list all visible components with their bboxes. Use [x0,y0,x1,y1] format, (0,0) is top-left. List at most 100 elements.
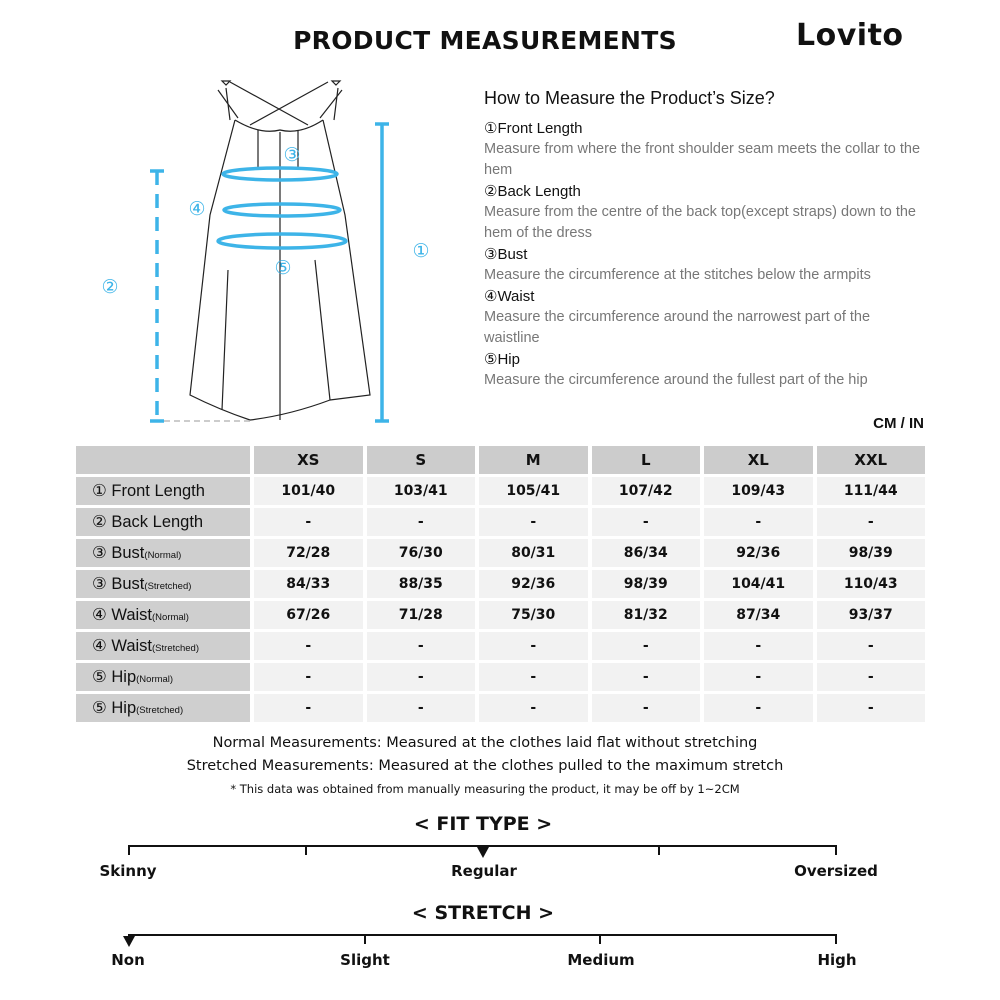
table-row: ③ Bust(Normal) 72/28 76/30 80/31 86/34 92/36 9… [76,539,925,567]
table-cell: - [704,632,813,660]
how-to-measure: How to Measure the Product’s Size? ①Fron… [484,88,924,391]
table-cell: - [591,663,700,691]
measure-desc: Measure the circumference at the stitche… [484,267,871,283]
table-cell: 93/37 [816,601,925,629]
scale-tick [304,845,307,855]
waist-line [222,202,342,218]
table-cell: - [591,508,700,536]
table-cell: 87/34 [704,601,813,629]
table-cell: 98/39 [591,570,700,598]
scale-tick [363,934,366,944]
size-header-l: L [591,446,700,474]
scale-tick [599,934,602,944]
row-label: ④ Waist(Normal) [76,601,250,629]
row-label-text: ② Back Length [92,513,204,531]
table-cell: 101/40 [254,477,363,505]
row-label: ⑤ Hip(Normal) [76,663,250,691]
table-cell: - [816,508,925,536]
dress-illustration: ① ② ③ ④ ⑤ [101,80,430,423]
scale-tick [658,845,661,855]
table-cell: - [254,632,363,660]
marker-front-length: ① [412,240,429,262]
marker-hip: ⑤ [274,257,291,279]
size-table: XS S M L XL XXL ① Front Length 101/40 103/41 105… [72,443,929,725]
table-row: ② Back Length - - - - - - [76,508,925,536]
table-row: ③ Bust(Stretched) 84/33 88/35 92/36 98/39 104… [76,570,925,598]
row-label-text: ④ Waist [92,606,153,624]
table-cell: - [479,632,588,660]
row-label: ⑤ Hip(Stretched) [76,694,250,722]
row-label-qualifier: (Normal) [152,612,189,623]
table-cell: - [479,508,588,536]
row-label: ② Back Length [76,508,250,536]
stretch-label-slight: Slight [340,951,390,969]
table-cell: 105/41 [479,477,588,505]
hip-line [216,232,348,250]
scale-tick [835,934,837,944]
table-cell: - [704,694,813,722]
table-cell: 75/30 [479,601,588,629]
table-cell: - [479,663,588,691]
row-label-text: ① Front Length [92,482,205,500]
page-title: PRODUCT MEASUREMENTS [293,26,677,55]
size-header-xs: XS [254,446,363,474]
table-cell: - [479,694,588,722]
row-label-text: ③ Bust [92,575,145,593]
measure-name: ②Back Length [484,183,581,200]
scale-tick [128,845,130,855]
table-cell: 92/36 [479,570,588,598]
table-cell: - [816,632,925,660]
table-cell: 76/30 [366,539,475,567]
fit-label-skinny: Skinny [99,862,157,880]
measure-lines [150,122,389,423]
row-label-qualifier: (Normal) [136,674,174,685]
table-cell: 80/31 [479,539,588,567]
row-label: ④ Waist(Stretched) [76,632,250,660]
measure-name: ④Waist [484,288,535,305]
row-label-qualifier: (Stretched) [144,581,192,592]
table-cell: 86/34 [591,539,700,567]
table-cell: 88/35 [366,570,475,598]
table-cell: 109/43 [704,477,813,505]
how-to-title: How to Measure the Product’s Size? [484,88,775,108]
size-header-m: M [479,446,588,474]
row-label: ① Front Length [76,477,250,505]
table-cell: 92/36 [704,539,813,567]
measure-name: ③Bust [484,246,528,263]
table-row: ⑤ Hip(Normal) - - - - - - [76,663,925,691]
table-cell: - [366,663,475,691]
stretch-scale [128,934,837,936]
table-cell: - [816,663,925,691]
size-header-xxl: XXL [816,446,925,474]
table-cell: - [704,663,813,691]
marker-waist: ④ [188,198,205,220]
table-cell: 111/44 [816,477,925,505]
table-cell: 98/39 [816,539,925,567]
note-normal: Normal Measurements: Measured at the clo… [212,735,758,751]
row-label-qualifier: (Stretched) [136,705,184,716]
table-cell: - [591,694,700,722]
table-row: ④ Waist(Stretched) - - - - - - [76,632,925,660]
stretch-indicator-icon [123,936,135,947]
row-label-text: ⑤ Hip [92,668,137,686]
table-row: ① Front Length 101/40 103/41 105/41 107/42 10… [76,477,925,505]
measure-name: ⑤Hip [484,351,520,368]
stretch-label-high: High [817,951,857,969]
measure-name: ①Front Length [484,120,583,137]
fit-label-regular: Regular [451,862,517,880]
row-label-qualifier: (Normal) [144,550,182,561]
table-cell: - [254,508,363,536]
row-label-qualifier: (Stretched) [152,643,200,654]
fit-type-title: < FIT TYPE > [413,813,553,835]
stretch-title: < STRETCH > [411,902,555,924]
measure-desc: Measure the circumference around the ful… [484,372,868,388]
size-header-s: S [366,446,475,474]
table-row: ⑤ Hip(Stretched) - - - - - - [76,694,925,722]
fit-indicator-icon [476,847,489,858]
row-label-text: ⑤ Hip [92,699,137,717]
table-cell: - [254,663,363,691]
table-cell: 72/28 [254,539,363,567]
table-cell: - [366,508,475,536]
marker-back-length: ② [101,276,118,298]
table-cell: 67/26 [254,601,363,629]
